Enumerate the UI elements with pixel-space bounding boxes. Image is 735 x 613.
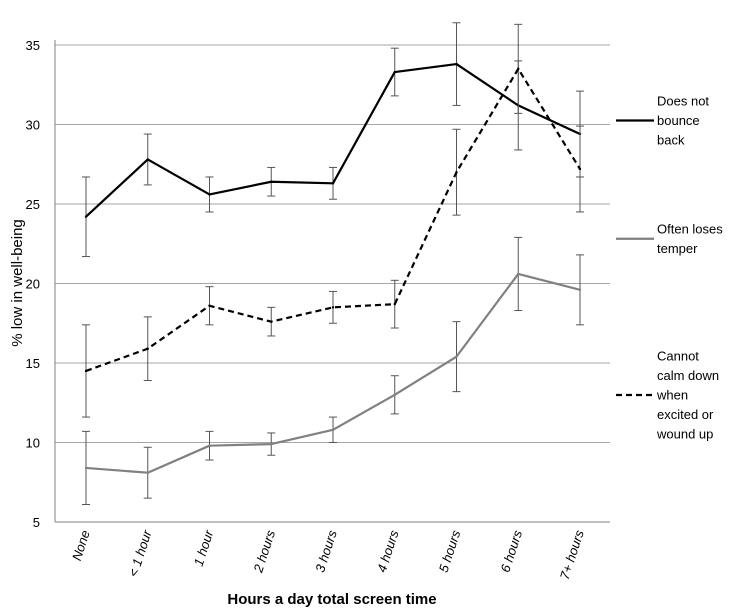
data-point xyxy=(517,67,520,71)
x-tick-label: 3 hours xyxy=(312,528,340,574)
y-tick-label: 10 xyxy=(26,436,40,451)
legend-label: Often loses xyxy=(657,222,723,237)
data-point xyxy=(331,428,335,431)
series-line xyxy=(85,67,581,372)
data-point xyxy=(208,304,211,307)
x-tick-label: < 1 hour xyxy=(125,528,154,579)
data-point xyxy=(393,393,396,396)
data-point xyxy=(455,171,458,174)
x-axis-title: Hours a day total screen time xyxy=(227,591,436,608)
x-tick-label: 5 hours xyxy=(436,528,464,574)
x-tick-label: 2 hours xyxy=(250,528,278,575)
legend-label: calm down xyxy=(657,368,719,383)
data-point xyxy=(146,347,149,350)
data-point xyxy=(146,471,149,474)
y-axis-title: % low in well-being xyxy=(9,219,26,347)
y-tick-label: 25 xyxy=(26,197,40,212)
legend-item: Does not bounce back xyxy=(616,94,709,148)
y-tick-label: 35 xyxy=(26,38,40,53)
legend-label: back xyxy=(657,133,685,148)
x-tick-label: None xyxy=(69,528,93,562)
x-tick-label: 1 hour xyxy=(191,528,217,568)
legend: Does not bounce back Often loses temper Canno… xyxy=(616,94,723,442)
legend-label: temper xyxy=(657,241,698,256)
data-point xyxy=(270,180,273,183)
legend-label: bounce xyxy=(657,113,700,128)
series-0 xyxy=(82,22,584,257)
data-point xyxy=(578,167,582,171)
series-group xyxy=(82,22,584,506)
gridlines xyxy=(55,44,610,443)
data-point xyxy=(84,215,88,218)
data-point xyxy=(455,62,458,66)
series-2 xyxy=(82,23,584,418)
legend-item: Often loses temper xyxy=(616,222,723,256)
data-point xyxy=(208,444,211,447)
data-point xyxy=(517,272,520,276)
x-tick-label: 4 hours xyxy=(374,528,402,574)
x-tick-label: 7+ hours xyxy=(557,528,587,582)
data-point xyxy=(84,369,88,373)
y-tick-label: 20 xyxy=(26,277,40,292)
data-point xyxy=(331,306,335,309)
y-tick-label: 5 xyxy=(33,515,40,530)
legend-label: wound up xyxy=(656,427,713,442)
data-point xyxy=(270,320,273,323)
legend-label: excited or xyxy=(657,407,714,422)
y-tick-label: 15 xyxy=(26,356,40,371)
legend-label: Does not xyxy=(657,94,709,109)
axes: 5 10 15 20 25 30 35 None < 1 hour 1 hour 2 hours 3 … xyxy=(26,38,610,581)
data-point xyxy=(208,193,211,196)
legend-label: Cannot xyxy=(657,349,699,364)
data-point xyxy=(455,355,458,358)
data-point xyxy=(331,182,335,185)
legend-label: when xyxy=(656,388,688,403)
series-1 xyxy=(82,236,584,506)
data-point xyxy=(393,302,396,306)
legend-item: Cannot calm down when excited or wound up xyxy=(616,349,719,442)
data-point xyxy=(393,70,396,74)
data-point xyxy=(84,466,88,470)
data-point xyxy=(270,442,273,446)
data-point xyxy=(146,158,149,161)
y-tick-label: 30 xyxy=(26,118,40,133)
x-tick-label: 6 hours xyxy=(497,528,525,574)
data-point xyxy=(578,288,582,292)
